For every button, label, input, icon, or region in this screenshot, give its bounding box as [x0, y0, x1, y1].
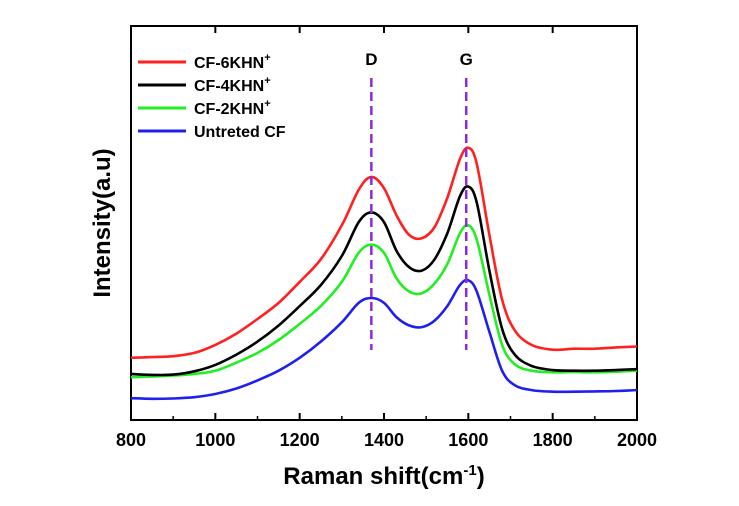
- x-tick-label-3: 1400: [364, 430, 404, 450]
- series-line-2: [130, 223, 638, 379]
- peak-label-g: G: [460, 50, 473, 69]
- legend: CF-6KHN+CF-4KHN+CF-2KHN+Untreted CF: [138, 52, 286, 141]
- legend-label-1: CF-4KHN+: [194, 75, 271, 95]
- x-tick-label-1: 1000: [195, 430, 235, 450]
- legend-label-3: Untreted CF: [194, 124, 286, 141]
- legend-label-text: CF-6KHN: [194, 55, 264, 72]
- peak-label-d: D: [365, 50, 377, 69]
- series-line-0: [130, 146, 638, 360]
- x-axis-label-close: ): [477, 463, 485, 490]
- x-tick-label-5: 1800: [533, 430, 573, 450]
- x-axis-label-main: Raman shift(cm: [283, 463, 463, 490]
- legend-label-0: CF-6KHN+: [194, 52, 271, 72]
- series-layer: [130, 146, 638, 401]
- x-tick-label-0: 800: [116, 430, 146, 450]
- legend-label-text: CF-2KHN: [194, 101, 264, 118]
- x-tick-label-6: 2000: [617, 430, 657, 450]
- series-line-3: [130, 278, 638, 401]
- legend-label-superscript: +: [264, 52, 270, 64]
- x-tick-label-2: 1200: [280, 430, 320, 450]
- legend-label-superscript: +: [264, 75, 270, 87]
- x-tick-layer: 800 1000 1200 1400 1600 1800 2000: [116, 26, 657, 450]
- legend-label-superscript: +: [264, 98, 270, 110]
- x-tick-label-4: 1600: [448, 430, 488, 450]
- series-line-1: [130, 185, 638, 377]
- legend-label-2: CF-2KHN+: [194, 98, 271, 118]
- legend-label-text: CF-4KHN: [194, 78, 264, 95]
- legend-label-text: Untreted CF: [194, 124, 286, 141]
- y-axis-label: Intensity(a.u): [89, 148, 116, 297]
- x-axis-label: Raman shift(cm-1): [283, 462, 484, 490]
- x-axis-label-superscript: -1: [463, 462, 476, 479]
